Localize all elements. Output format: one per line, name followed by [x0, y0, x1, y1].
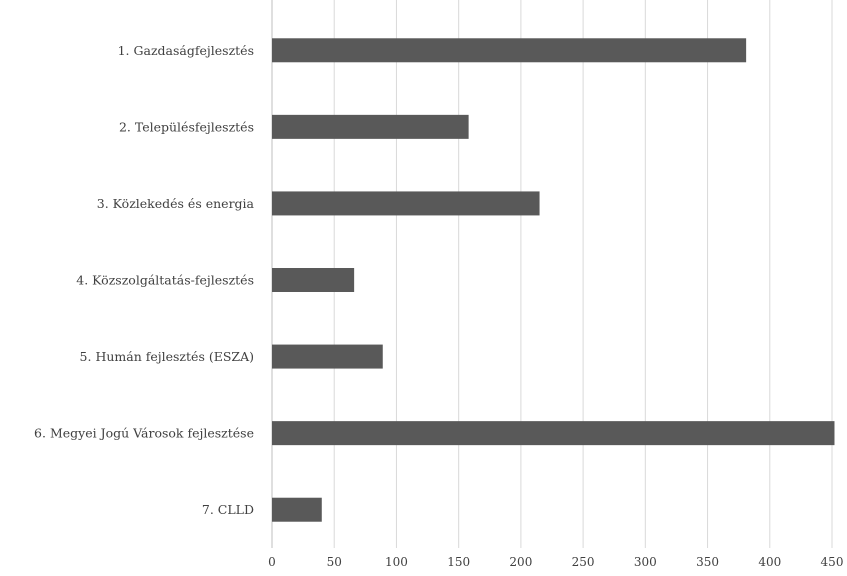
bar — [272, 38, 747, 63]
category-label: 4. Közszolgáltatás-fejlesztés — [76, 273, 254, 288]
category-label: 6. Megyei Jogú Városok fejlesztése — [34, 426, 254, 441]
x-tick-label: 0 — [268, 555, 276, 569]
category-label: 3. Közlekedés és energia — [97, 196, 255, 211]
x-tick-label: 400 — [758, 555, 781, 569]
bar — [272, 421, 835, 446]
bar — [272, 497, 322, 522]
category-label: 1. Gazdaságfejlesztés — [118, 43, 254, 58]
bar — [272, 344, 383, 369]
category-label: 7. CLLD — [202, 502, 254, 517]
bar — [272, 268, 355, 292]
x-tick-label: 250 — [572, 555, 595, 569]
x-tick-label: 150 — [447, 555, 470, 569]
x-tick-label: 350 — [696, 555, 719, 569]
x-tick-label: 200 — [509, 555, 532, 569]
grid-layer — [271, 0, 833, 548]
x-tick-label: 50 — [327, 555, 342, 569]
bar — [272, 114, 469, 139]
bars-layer — [272, 38, 835, 522]
category-label: 5. Humán fejlesztés (ESZA) — [80, 349, 254, 364]
x-axis-tick-labels: 0 50 100 150 200 250 300 350 400 450 — [268, 555, 843, 569]
bar — [272, 191, 540, 216]
category-labels: 1. Gazdaságfejlesztés 2. Településfejlesz… — [34, 43, 254, 517]
category-label: 2. Településfejlesztés — [119, 119, 254, 134]
x-tick-label: 100 — [385, 555, 408, 569]
x-tick-label: 450 — [821, 555, 844, 569]
x-tick-label: 300 — [634, 555, 657, 569]
